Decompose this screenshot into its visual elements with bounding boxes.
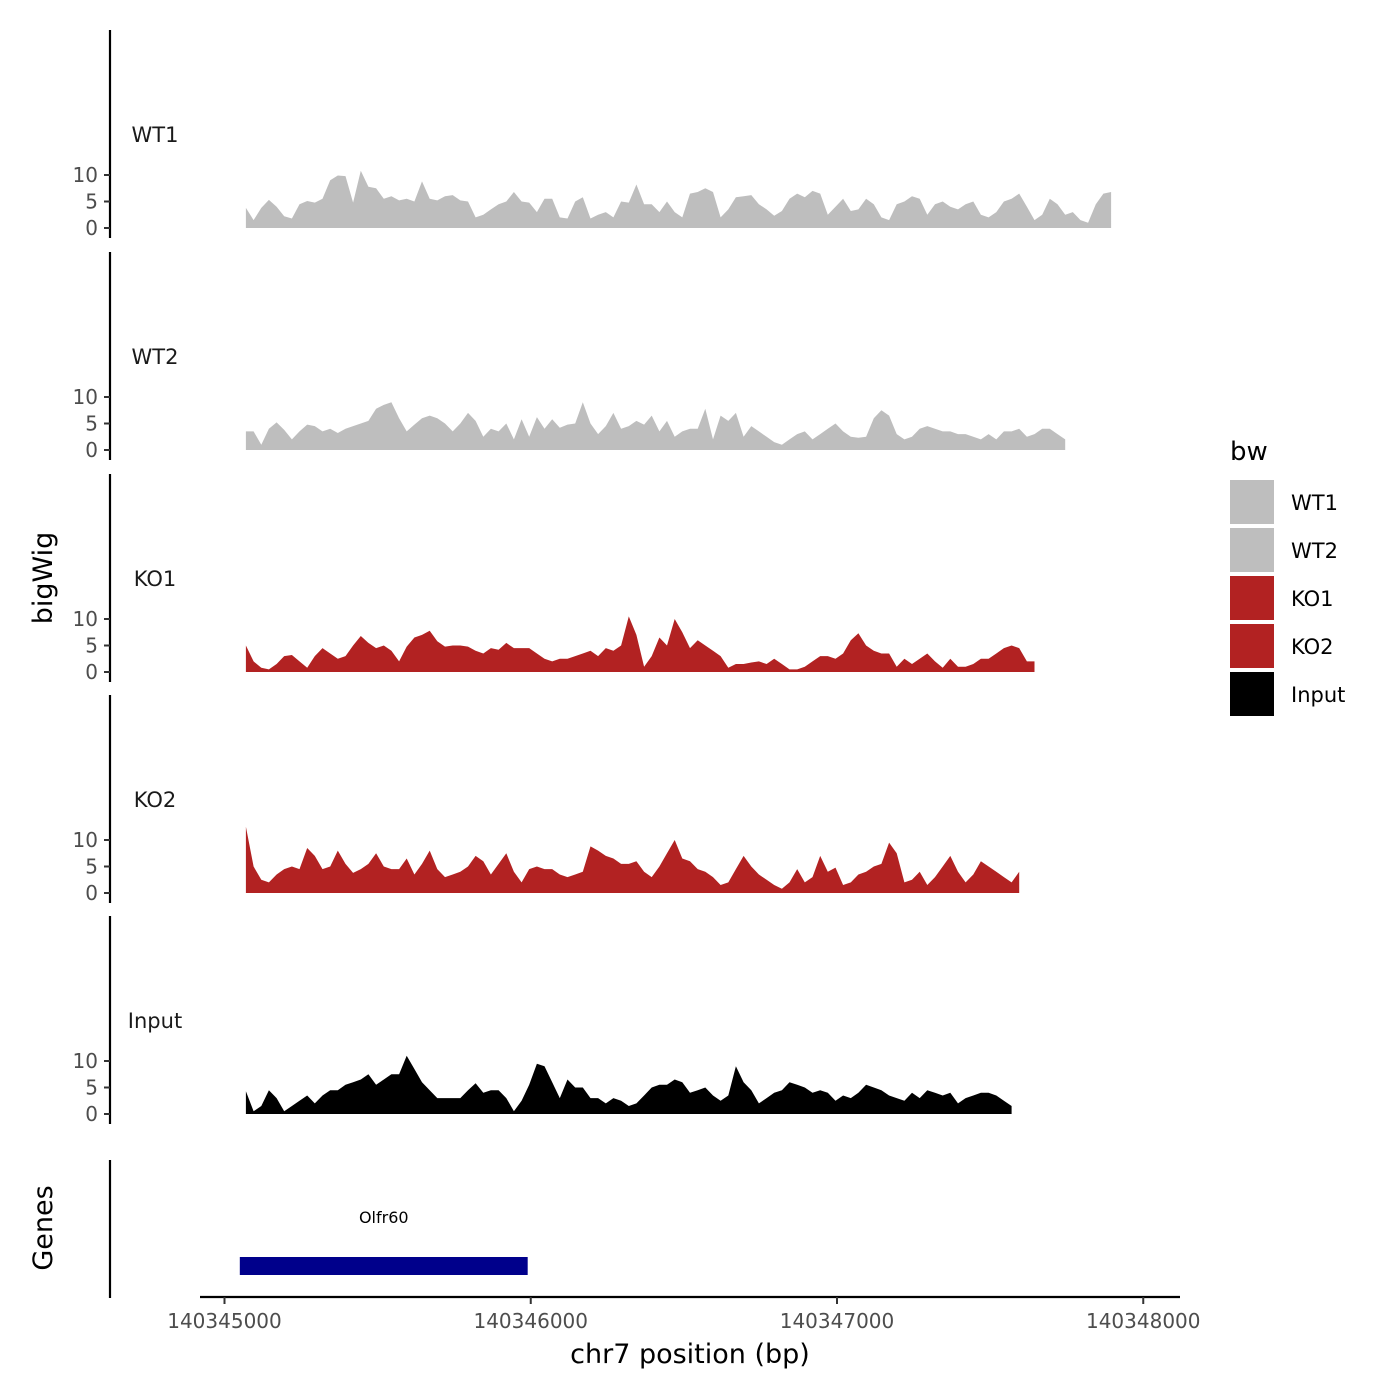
y-tick-label: 10 (73, 163, 98, 187)
y-axis-title: bigWig (28, 532, 59, 625)
legend-label-ko1: KO1 (1291, 587, 1334, 611)
legend-key-wt1 (1230, 480, 1274, 524)
y-tick-label: 10 (73, 1049, 98, 1073)
y-tick-label: 0 (85, 216, 98, 240)
gene-body-olfr60 (239, 1257, 528, 1275)
legend-label-wt1: WT1 (1291, 491, 1338, 515)
y-tick-label: 10 (73, 385, 98, 409)
x-axis-title: chr7 position (bp) (570, 1339, 810, 1370)
legend-label-input: Input (1291, 683, 1345, 707)
track-label-ko1: KO1 (134, 567, 177, 591)
track-label-wt1: WT1 (132, 123, 179, 147)
track-ko1: 05 10 KO1 (73, 474, 1035, 684)
gene-track-title: Genes (28, 1185, 59, 1270)
gene-label-olfr60: Olfr60 (359, 1208, 409, 1227)
legend-label-wt2: WT2 (1291, 539, 1338, 563)
track-label-input: Input (128, 1009, 182, 1033)
y-tick-label: 0 (85, 881, 98, 905)
legend-title: bw (1230, 437, 1268, 467)
y-tick-label: 0 (85, 660, 98, 684)
signal-area-wt1 (245, 170, 1112, 228)
y-tick-label: 5 (85, 412, 98, 436)
legend-label-ko2: KO2 (1291, 635, 1334, 659)
legend-key-wt2 (1230, 528, 1274, 572)
gene-track-panel: Olfr60 (108, 1160, 528, 1298)
signal-area-ko1 (245, 616, 1035, 672)
legend: bw WT1 WT2 KO1 KO2 Input (1230, 437, 1345, 716)
signal-area-wt2 (245, 402, 1066, 450)
y-tick-label: 5 (85, 190, 98, 214)
track-wt2: 05 10 WT2 (73, 252, 1066, 462)
track-ko2: 05 10 KO2 (73, 695, 1020, 905)
x-tick-label: 140345000 (167, 1309, 282, 1333)
signal-area-input (245, 1055, 1012, 1114)
y-tick-label: 0 (85, 1102, 98, 1126)
x-tick-label: 140348000 (1086, 1309, 1201, 1333)
y-tick-label: 10 (73, 607, 98, 631)
y-tick-label: 5 (85, 634, 98, 658)
x-tick-label: 140347000 (780, 1309, 895, 1333)
y-tick-label: 10 (73, 828, 98, 852)
track-label-wt2: WT2 (132, 345, 179, 369)
track-input: 05 10 Input (73, 916, 1012, 1126)
signal-area-ko2 (245, 826, 1020, 893)
track-label-ko2: KO2 (134, 788, 177, 812)
x-axis: 140345000 140346000 140347000 140348000 (167, 1295, 1201, 1333)
y-tick-label: 0 (85, 438, 98, 462)
x-tick-label: 140346000 (473, 1309, 588, 1333)
legend-key-ko1 (1230, 576, 1274, 620)
legend-key-input (1230, 672, 1274, 716)
y-tick-label: 5 (85, 1076, 98, 1100)
track-wt1: 05 10 WT1 (73, 30, 1112, 240)
legend-key-ko2 (1230, 624, 1274, 668)
y-tick-label: 5 (85, 855, 98, 879)
